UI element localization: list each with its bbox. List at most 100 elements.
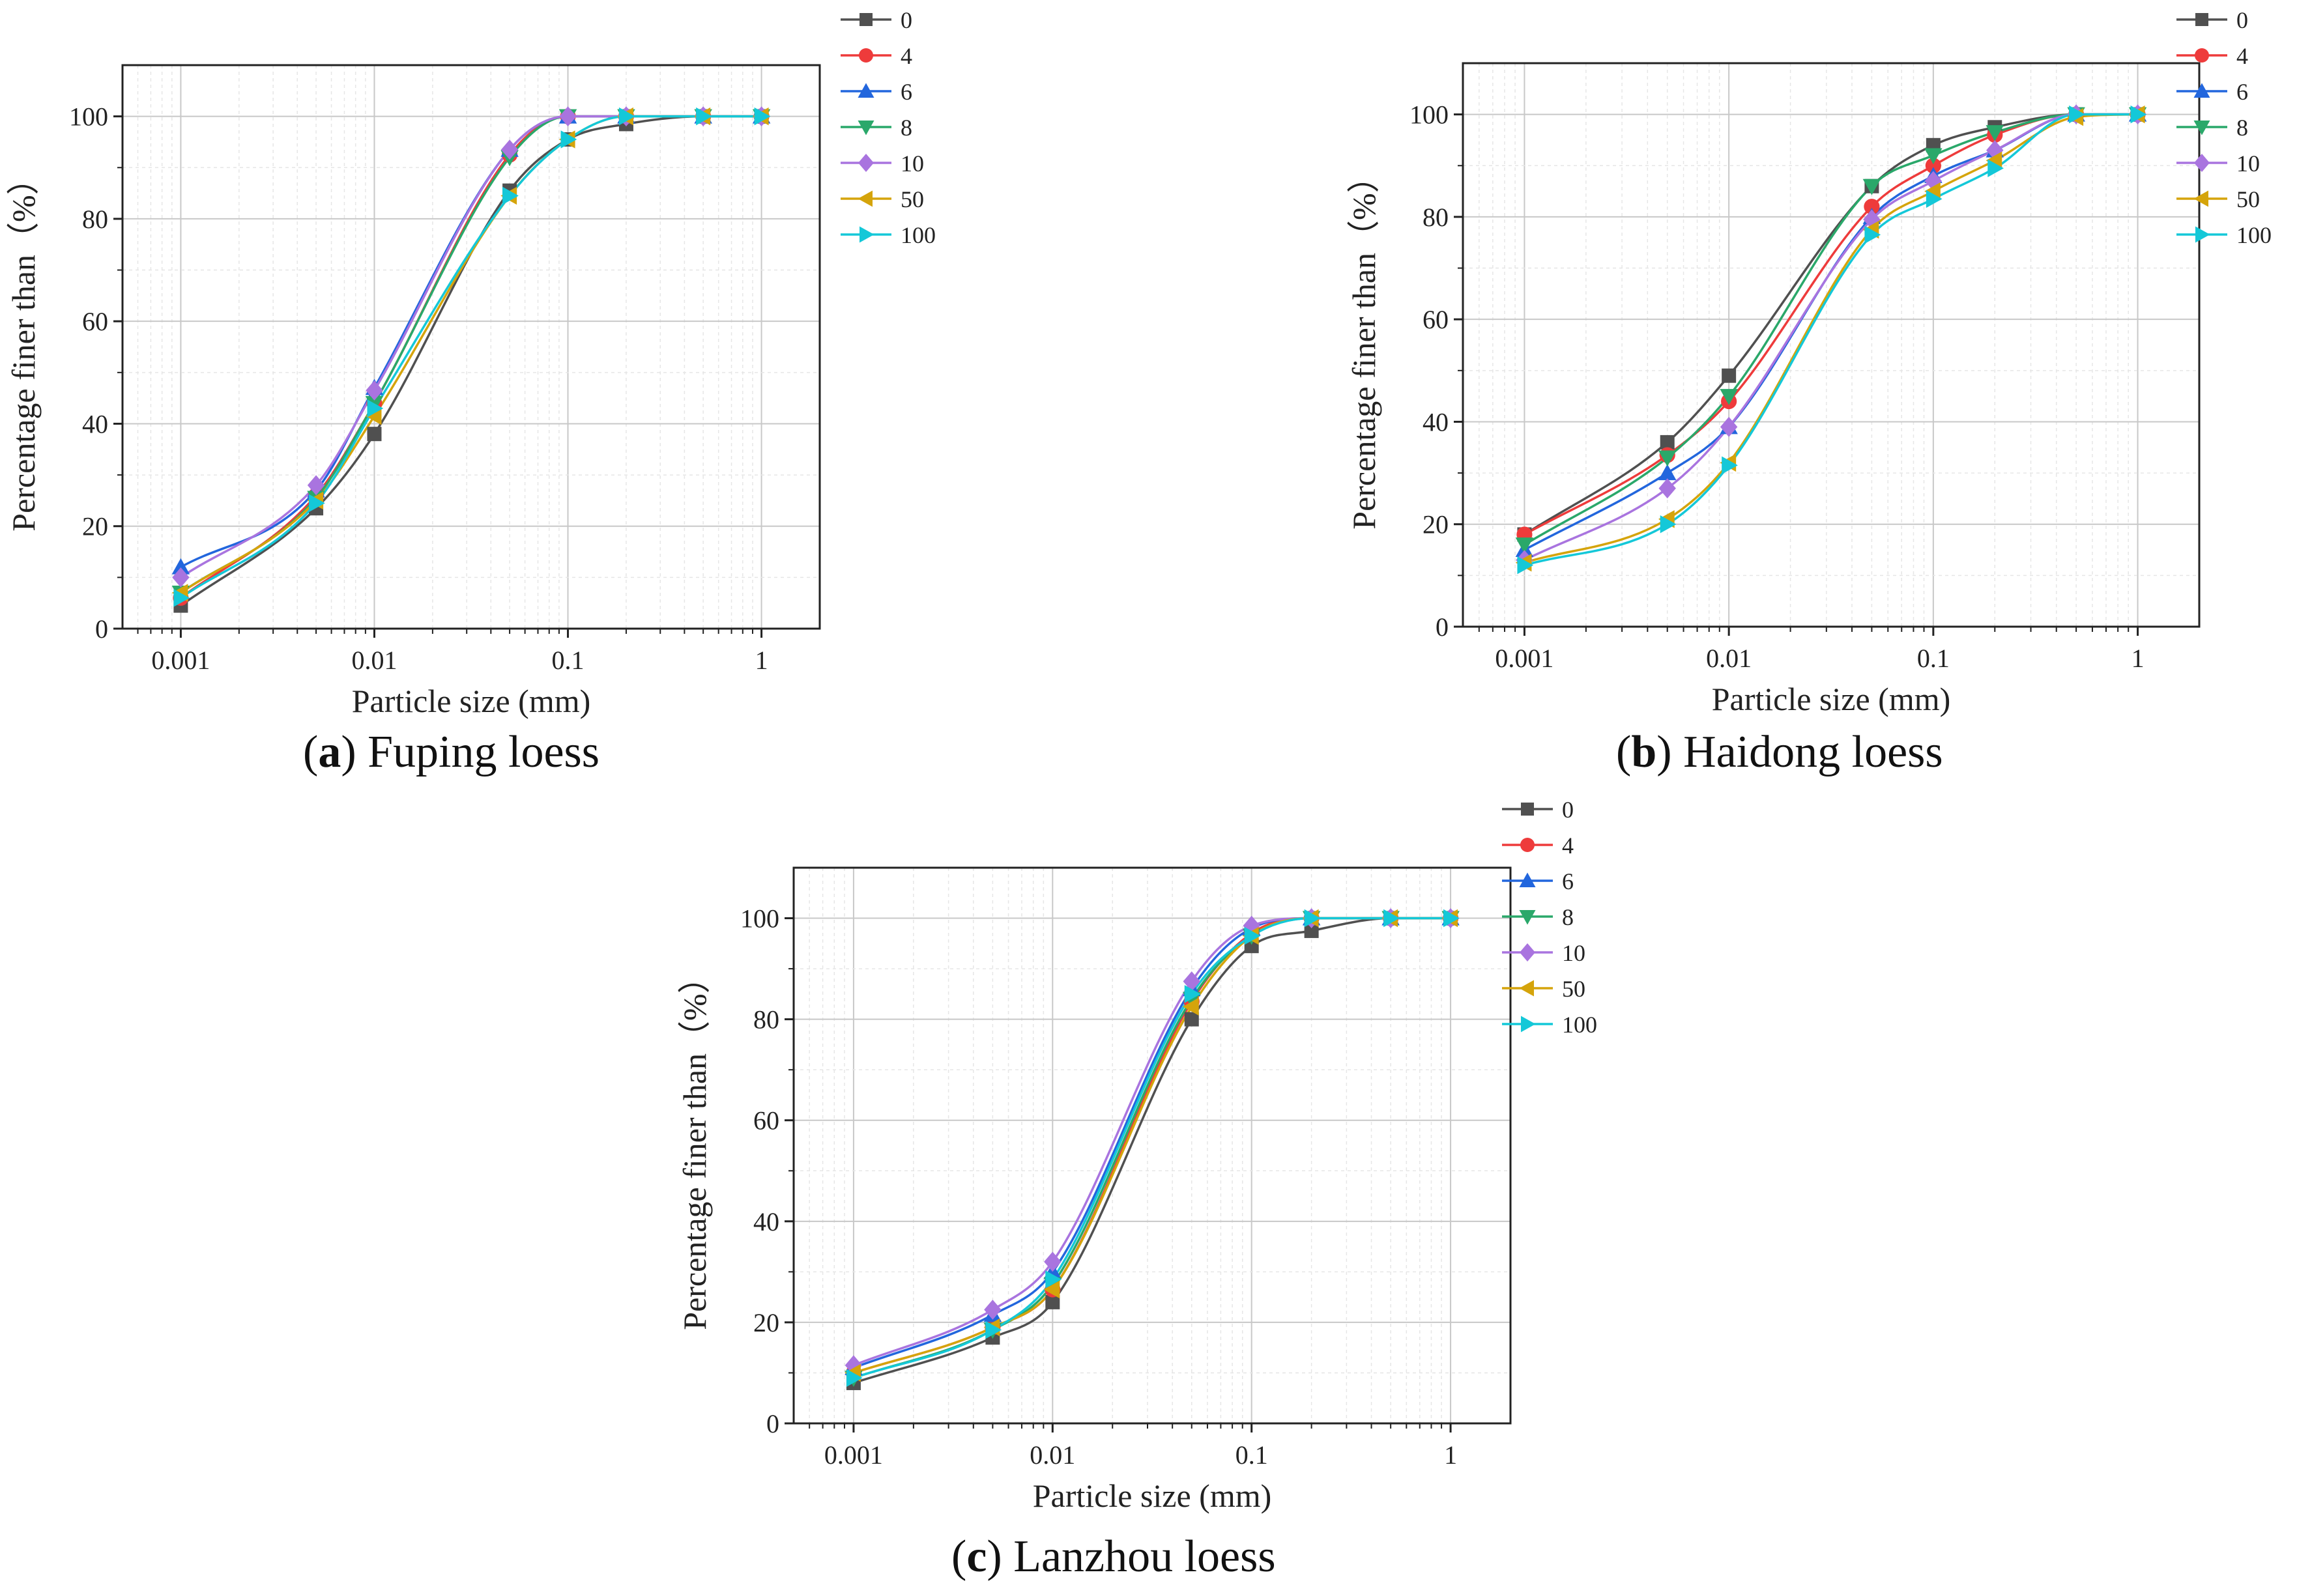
legend-label-b: 6 [2236, 79, 2248, 105]
y-tick-label-a: 60 [82, 307, 108, 336]
legend-marker-b [2193, 83, 2210, 98]
data-point-c-10 [1044, 1251, 1062, 1272]
x-tick-label-a: 1 [755, 646, 768, 675]
data-point-b-0 [1660, 435, 1675, 449]
y-tick-label-b: 0 [1436, 612, 1449, 642]
data-point-c-100 [1443, 909, 1460, 928]
data-point-b-10 [1986, 140, 2004, 161]
legend-label-b: 100 [2236, 222, 2272, 248]
data-point-b-100 [2069, 105, 2085, 124]
y-tick-label-c: 60 [753, 1106, 779, 1135]
data-point-a-100 [696, 107, 712, 126]
series-line-c-10 [853, 917, 1451, 1367]
data-point-a-6 [171, 558, 190, 575]
data-point-a-100 [502, 186, 519, 205]
series-line-a-10 [180, 115, 762, 578]
data-point-c-100 [1184, 985, 1201, 1003]
data-point-b-4 [1925, 158, 1941, 174]
series-line-b-6 [1524, 113, 2138, 551]
grid-b [1463, 63, 2199, 627]
caption-b-text: Haidong loess [1683, 727, 1943, 777]
y-axis-title-c: Percentage finer than（%） [676, 961, 713, 1330]
series-line-c-0 [853, 917, 1451, 1384]
legend-label-b: 8 [2236, 115, 2248, 141]
data-point-b-10 [1924, 171, 1943, 192]
data-point-b-6 [1658, 464, 1677, 481]
legend-marker-b [2194, 154, 2210, 172]
series-group-b [1515, 104, 2147, 575]
legend-marker-c [1519, 872, 1536, 887]
y-tick-label-c: 100 [740, 904, 779, 933]
data-point-b-8 [1924, 148, 1943, 165]
data-point-c-0 [1184, 1012, 1199, 1027]
data-point-c-0 [1045, 1294, 1060, 1309]
data-point-c-100 [1244, 926, 1261, 945]
y-tick-label-a: 20 [82, 512, 108, 541]
data-point-b-10 [1658, 478, 1676, 499]
y-tick-label-c: 20 [753, 1308, 779, 1337]
data-point-c-10 [1183, 971, 1200, 991]
legend-label-c: 4 [1562, 833, 1574, 859]
caption-b-letter: b [1631, 727, 1657, 777]
y-axis-title-b: Percentage finer than（%） [1346, 160, 1382, 529]
legend-marker-b [2195, 226, 2210, 243]
legend-marker-b [2195, 13, 2208, 26]
legend-marker-b [2193, 190, 2208, 207]
series-line-b-0 [1524, 113, 2138, 535]
data-point-b-8 [1515, 537, 1534, 554]
series-line-b-100 [1524, 113, 2138, 567]
series-line-b-4 [1524, 113, 2138, 536]
series-line-c-100 [853, 917, 1451, 1379]
y-tick-label-b: 40 [1423, 407, 1449, 436]
x-tick-label-c: 0.1 [1235, 1440, 1268, 1470]
x-tick-label-c: 1 [1444, 1440, 1457, 1470]
y-tick-label-b: 100 [1409, 100, 1449, 130]
data-point-c-0 [1304, 923, 1319, 938]
data-point-a-100 [618, 107, 635, 126]
data-point-b-100 [1926, 190, 1943, 208]
legend-label-c: 10 [1562, 940, 1585, 966]
caption-b: (b) Haidong loess [1616, 727, 1943, 777]
legend-marker-a [858, 154, 874, 172]
data-point-b-4 [1864, 199, 1880, 215]
legend-label-a: 8 [901, 115, 912, 141]
legend-marker-c [1521, 803, 1534, 816]
legend-marker-b [2195, 48, 2209, 63]
legend-label-a: 6 [901, 79, 912, 105]
data-point-a-100 [367, 399, 384, 418]
x-tick-label-c: 0.01 [1030, 1440, 1075, 1470]
data-point-a-10 [559, 106, 577, 127]
legend-label-c: 50 [1562, 976, 1585, 1002]
y-tick-label-a: 100 [69, 102, 108, 132]
data-point-c-100 [1383, 909, 1400, 928]
grid-a [123, 65, 820, 629]
x-axis-title-c: Particle size (mm) [1033, 1477, 1272, 1514]
data-point-a-100 [754, 107, 771, 126]
legend-marker-a [858, 83, 874, 98]
y-tick-label-c: 0 [766, 1409, 779, 1438]
data-point-c-50 [1043, 1280, 1060, 1299]
data-point-a-0 [367, 427, 382, 442]
y-tick-label-a: 0 [95, 614, 108, 644]
data-point-b-8 [1862, 178, 1881, 195]
legend-marker-a [858, 121, 874, 135]
data-point-b-0 [1722, 368, 1737, 383]
x-tick-label-c: 0.001 [824, 1440, 883, 1470]
series-group-a [171, 106, 771, 613]
caption-c: (c) Lanzhou loess [951, 1532, 1276, 1582]
series-group-c [845, 908, 1460, 1390]
legend-marker-c [1520, 943, 1535, 962]
chart-panel-c: 0.001 0.01 0.1 1 0 20 40 60 80 100 Particle size (… [674, 788, 1645, 1596]
data-point-a-10 [172, 567, 190, 588]
data-point-c-100 [846, 1369, 863, 1387]
legend-label-a: 0 [901, 7, 912, 33]
x-axis-title-b: Particle size (mm) [1712, 681, 1951, 717]
chart-panel-a: 0.001 0.01 0.1 1 0 20 40 60 80 100 Particle size (… [0, 0, 977, 777]
grid-c [794, 868, 1510, 1423]
data-point-b-8 [1720, 389, 1738, 405]
legend-label-b: 0 [2236, 7, 2248, 33]
legend-marker-c [1519, 910, 1536, 925]
data-point-a-100 [560, 130, 577, 149]
legend-label-b: 4 [2236, 43, 2248, 69]
